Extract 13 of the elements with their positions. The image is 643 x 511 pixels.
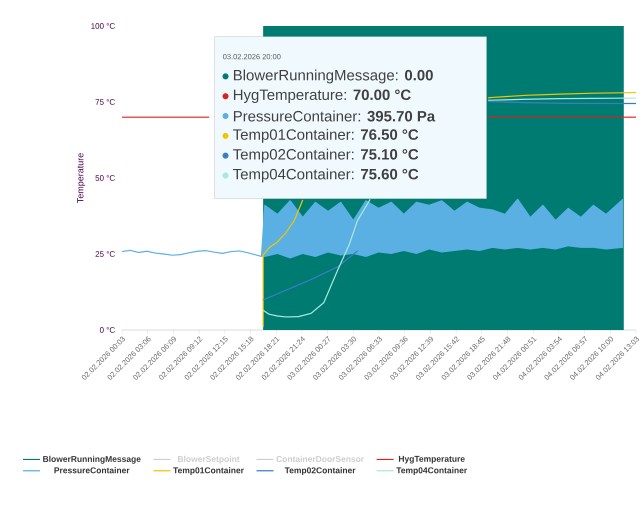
legend-label: PressureContainer bbox=[54, 467, 130, 474]
annotation: BlowerRunningMessage: 0.00 bbox=[234, 69, 433, 84]
legend-label: BlowerRunningMessage bbox=[43, 456, 141, 464]
annotation: Temp04Container: 75.60 °C bbox=[233, 168, 418, 182]
legend-label: Temp04Container bbox=[396, 467, 468, 475]
annotation: Temp02Container: 75.10 °C bbox=[233, 148, 418, 163]
annotation: Temp01Container: 76.50 °C bbox=[233, 128, 418, 143]
legend-label: Temp02Container bbox=[284, 467, 356, 475]
annotation: HygTemperature: 70.00 °C bbox=[234, 89, 411, 103]
annotation: PressureContainer: 395.70 Pa bbox=[234, 110, 436, 122]
legend-label: HygTemperature bbox=[398, 456, 465, 464]
legend-label: Temp01Container bbox=[173, 467, 244, 475]
y-axis-title: Temperature bbox=[77, 153, 86, 203]
